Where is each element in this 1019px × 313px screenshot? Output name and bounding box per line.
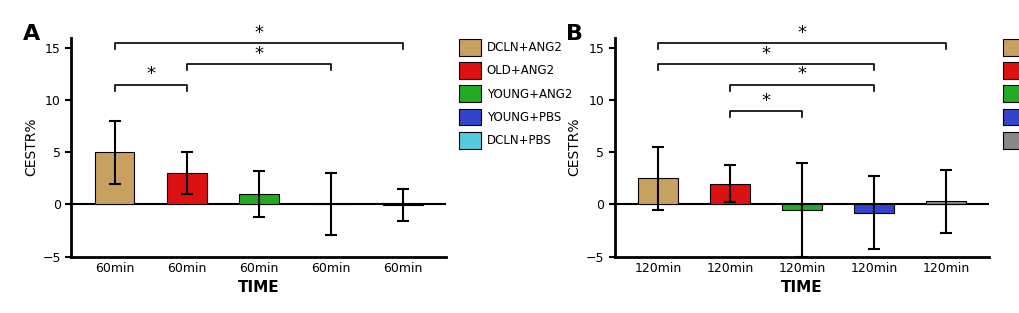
Bar bbox=[383, 204, 422, 205]
X-axis label: TIME: TIME bbox=[781, 280, 822, 295]
Y-axis label: CESTR%: CESTR% bbox=[24, 118, 39, 176]
Text: A: A bbox=[22, 24, 40, 44]
X-axis label: TIME: TIME bbox=[237, 280, 279, 295]
Text: *: * bbox=[761, 91, 769, 110]
Text: *: * bbox=[797, 65, 806, 84]
Bar bbox=[854, 204, 893, 213]
Bar bbox=[95, 152, 135, 204]
Text: *: * bbox=[146, 65, 155, 84]
Text: *: * bbox=[254, 24, 263, 42]
Legend: DCLN+ANG2, OLD+ANG2, YOUNG+ANG2, YOUNG+PBS, DCLN+PBS: DCLN+ANG2, OLD+ANG2, YOUNG+ANG2, YOUNG+P… bbox=[1002, 39, 1019, 149]
Text: B: B bbox=[566, 24, 583, 44]
Bar bbox=[782, 204, 821, 210]
Y-axis label: CESTR%: CESTR% bbox=[567, 118, 581, 176]
Bar bbox=[238, 194, 278, 204]
Text: *: * bbox=[761, 44, 769, 63]
Legend: DCLN+ANG2, OLD+ANG2, YOUNG+ANG2, YOUNG+PBS, DCLN+PBS: DCLN+ANG2, OLD+ANG2, YOUNG+ANG2, YOUNG+P… bbox=[459, 39, 572, 149]
Bar bbox=[709, 184, 749, 204]
Text: *: * bbox=[254, 44, 263, 63]
Bar bbox=[638, 178, 677, 204]
Text: *: * bbox=[797, 24, 806, 42]
Bar bbox=[167, 173, 206, 204]
Bar bbox=[925, 201, 965, 204]
